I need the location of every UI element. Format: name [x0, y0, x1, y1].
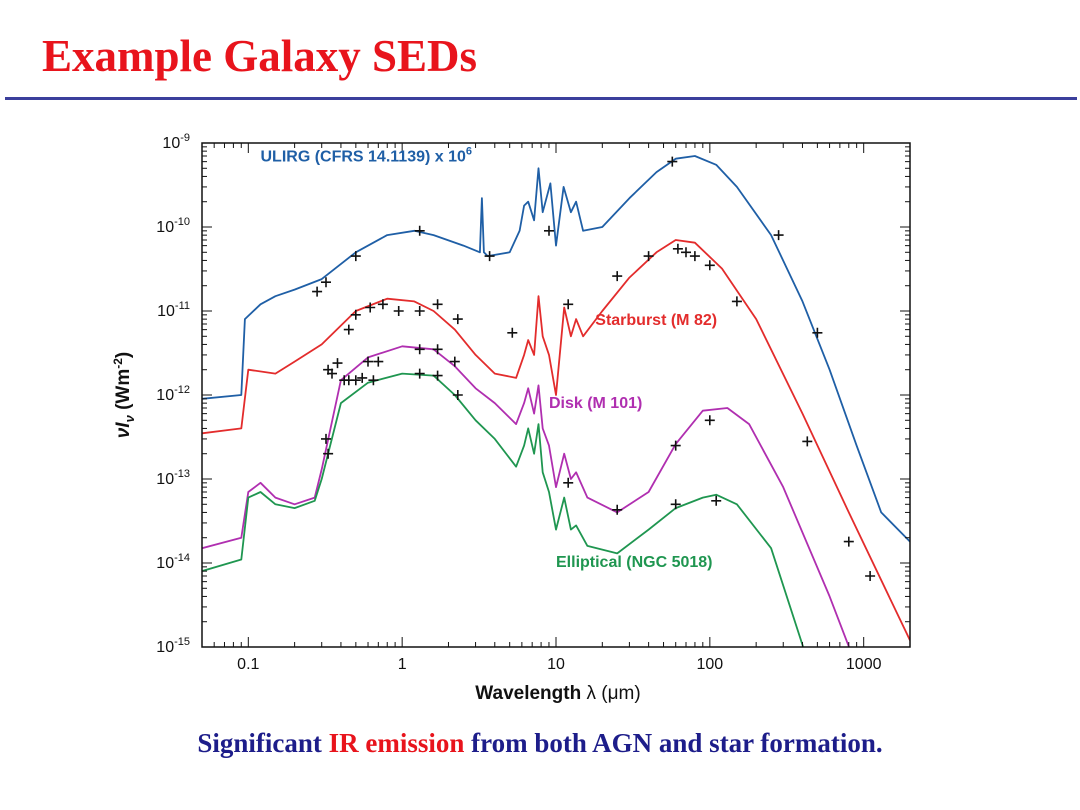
- data-point: [672, 243, 683, 254]
- data-point: [449, 356, 460, 367]
- series-line-elliptical: [202, 372, 805, 647]
- data-point: [393, 306, 404, 316]
- data-point: [321, 277, 331, 288]
- data-point: [414, 225, 425, 236]
- data-point: [321, 433, 331, 444]
- y-tick-label: 10-10: [156, 216, 190, 236]
- series-label-disk: Disk (M 101): [549, 395, 642, 412]
- title-divider: [5, 97, 1077, 100]
- data-point: [332, 358, 343, 369]
- y-tick-label: 10-9: [162, 132, 190, 152]
- y-tick-label: 10-15: [156, 636, 190, 656]
- data-point: [323, 448, 334, 459]
- labels-layer: 0.1 1 10 100 1000 10-9 10-10 10-11 10-12 10-13 10-…: [156, 132, 881, 673]
- data-point: [414, 306, 425, 316]
- x-axis-label: Wavelength λ (μm): [475, 683, 640, 704]
- data-point: [365, 302, 376, 313]
- data-point: [773, 230, 784, 241]
- data-point: [670, 499, 681, 510]
- y-axis-label: νIν (Wm-2): [111, 352, 137, 439]
- data-point: [484, 251, 495, 262]
- data-point: [414, 368, 425, 379]
- data-point: [339, 375, 350, 386]
- x-tick-label: 10: [547, 656, 565, 673]
- data-point: [802, 436, 813, 447]
- data-point: [563, 477, 574, 488]
- series-line-starburst: [202, 239, 910, 641]
- ticks-layer: [201, 142, 911, 648]
- data-point: [357, 372, 368, 383]
- data-points-layer: [312, 156, 876, 581]
- caption-highlight: IR emission: [328, 728, 465, 758]
- caption-text-end: from both AGN and star formation.: [464, 728, 883, 758]
- data-point: [670, 440, 681, 451]
- data-point: [704, 260, 715, 271]
- data-point: [432, 370, 443, 381]
- slide-caption: Significant IR emission from both AGN an…: [0, 728, 1080, 759]
- data-point: [731, 296, 742, 307]
- y-tick-label: 10-12: [156, 384, 190, 404]
- data-point: [343, 324, 354, 335]
- series-line-ulirg: [202, 155, 910, 543]
- data-point: [350, 309, 361, 320]
- data-point: [414, 344, 425, 355]
- data-point: [432, 299, 443, 310]
- data-point: [368, 375, 379, 386]
- y-tick-label: 10-11: [157, 300, 190, 320]
- y-tick-label: 10-14: [156, 552, 190, 572]
- data-point: [350, 375, 361, 386]
- series-line-disk: [202, 345, 850, 647]
- data-point: [312, 286, 323, 297]
- data-point: [689, 251, 700, 262]
- x-tick-label: 1000: [846, 656, 882, 673]
- data-point: [704, 415, 715, 426]
- data-point: [667, 156, 678, 167]
- data-point: [612, 504, 623, 515]
- x-tick-label: 100: [696, 656, 723, 673]
- data-point: [507, 327, 518, 338]
- slide-title: Example Galaxy SEDs: [42, 31, 478, 81]
- x-tick-label: 1: [398, 656, 407, 673]
- data-point: [377, 299, 388, 310]
- data-point: [452, 314, 463, 325]
- series-label-elliptical: Elliptical (NGC 5018): [556, 554, 713, 571]
- data-point: [711, 495, 722, 506]
- caption-text-start: Significant: [197, 728, 329, 758]
- data-point: [544, 225, 554, 236]
- data-point: [350, 251, 361, 262]
- y-tick-label: 10-13: [156, 468, 190, 488]
- data-point: [363, 356, 373, 367]
- data-point: [432, 344, 443, 355]
- series-label-ulirg: ULIRG (CFRS 14.1139) x 106: [260, 146, 472, 166]
- data-point: [681, 247, 691, 258]
- series-label-starburst: Starburst (M 82): [595, 312, 717, 329]
- data-point: [323, 364, 334, 375]
- data-point: [843, 536, 854, 547]
- data-point: [612, 271, 623, 282]
- series-layer: [202, 155, 910, 647]
- data-point: [865, 571, 876, 581]
- data-point: [812, 327, 823, 338]
- data-point: [643, 251, 654, 262]
- x-tick-label: 0.1: [237, 656, 259, 673]
- sed-chart: 0.1 1 10 100 1000 10-9 10-10 10-11 10-12 10-13 10-…: [111, 132, 911, 704]
- data-point: [452, 390, 463, 400]
- data-point: [373, 356, 384, 367]
- data-point: [563, 299, 574, 310]
